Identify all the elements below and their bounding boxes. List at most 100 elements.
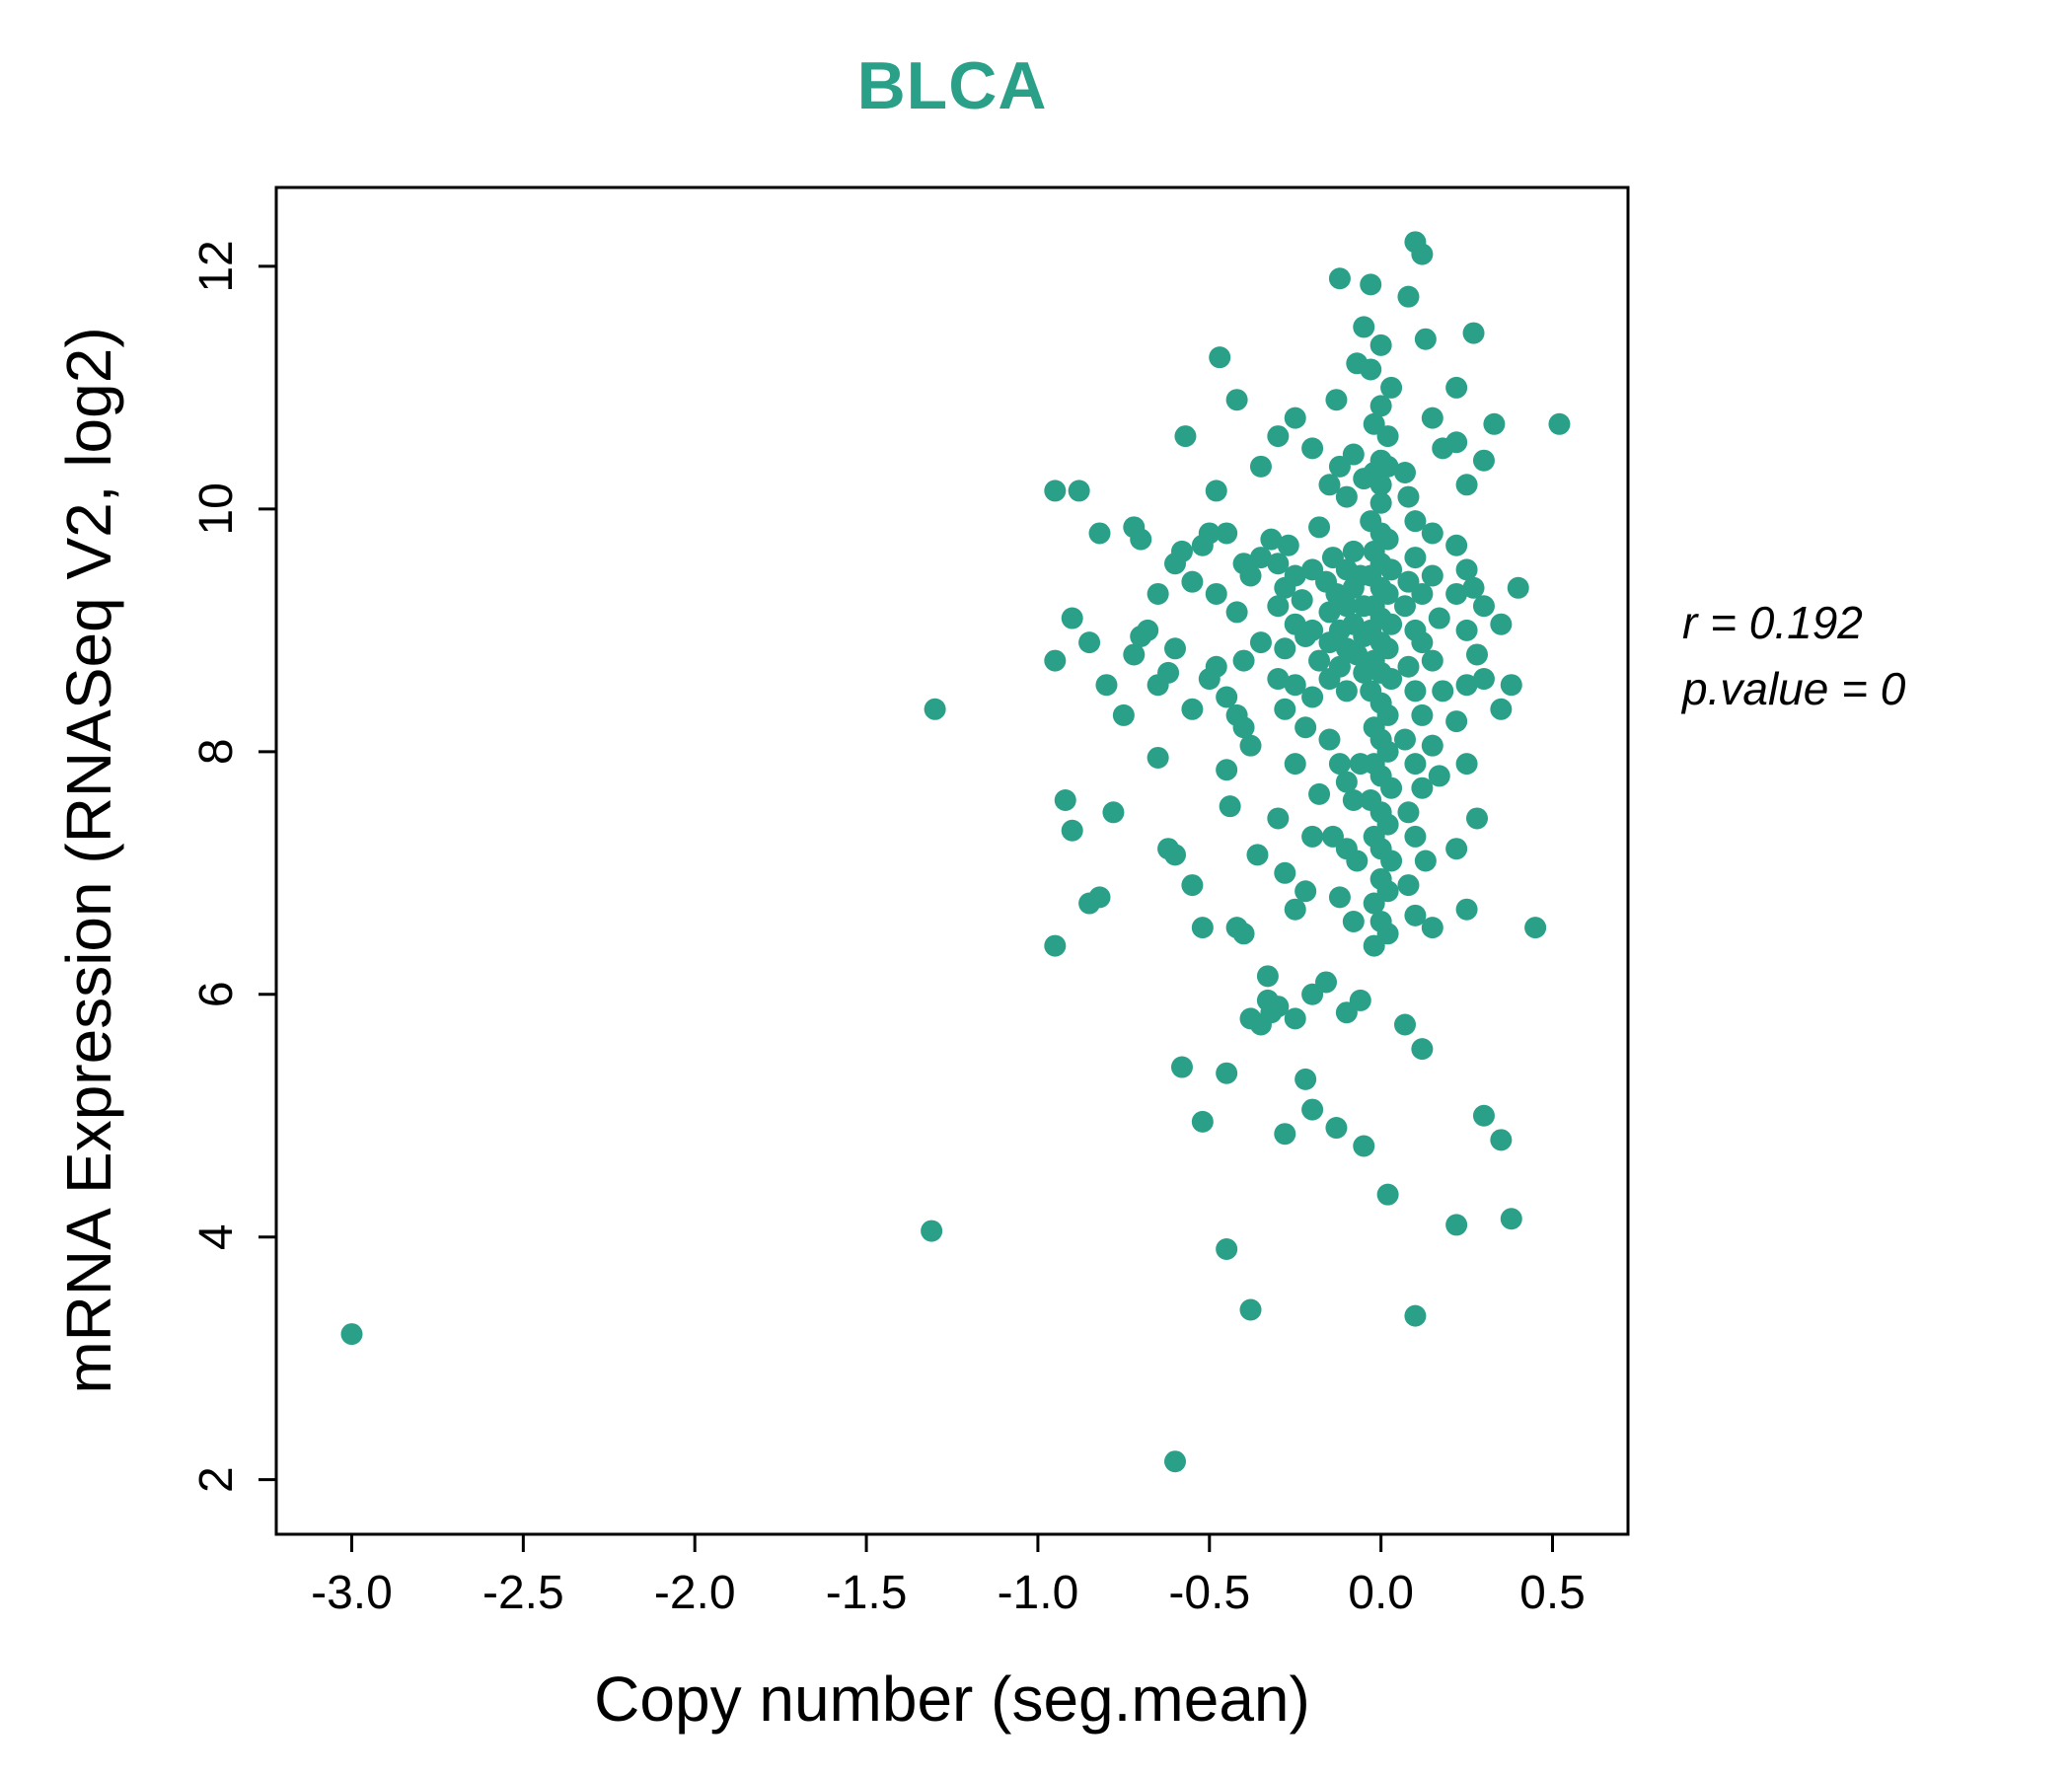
data-point [1328,753,1351,776]
data-point [1466,643,1489,666]
data-point [1490,698,1513,720]
data-point [1393,728,1416,751]
data-point [1360,358,1382,381]
data-point [1455,558,1478,581]
x-tick-label: -0.5 [1168,1567,1250,1619]
data-point [1397,655,1420,678]
data-point [1164,637,1187,660]
data-point [1380,376,1403,399]
data-point [1325,389,1348,411]
data-point [1239,564,1262,587]
data-point [1216,522,1238,545]
y-tick-label: 6 [190,981,243,1007]
data-point [1318,474,1341,496]
data-point [1137,619,1159,641]
data-point [1170,1056,1193,1078]
data-point [1216,1238,1238,1261]
data-point [1428,765,1450,787]
data-point [1078,631,1101,654]
data-point [1404,680,1427,703]
data-point [1445,1214,1468,1236]
data-point [1239,1298,1262,1321]
scatter-points [340,231,1571,1473]
data-point [1363,892,1385,915]
x-tick-label: -1.0 [998,1567,1079,1619]
data-point [1256,965,1279,988]
data-point [1404,510,1427,533]
data-point [1181,698,1204,720]
data-point [1411,777,1434,799]
data-point [1295,880,1317,903]
data-point [1445,534,1468,556]
data-point [1490,613,1513,635]
data-point [1335,595,1358,618]
data-point [1216,759,1238,781]
data-point [1376,1183,1399,1206]
data-point [1044,480,1067,502]
data-point [1380,850,1403,872]
data-point [1466,807,1489,830]
data-point [1301,825,1324,848]
data-point [1205,655,1227,678]
data-point [1411,631,1434,654]
data-point [1295,716,1317,739]
data-point [1353,316,1375,338]
data-point [1284,564,1306,587]
data-point [1284,674,1306,697]
data-point [1181,570,1204,593]
data-point [1301,1098,1324,1121]
data-point [1411,703,1434,726]
data-point [1061,819,1083,842]
data-point [1369,491,1392,514]
data-point [921,1220,943,1242]
data-point [1095,674,1118,697]
y-tick-label: 10 [190,482,243,535]
data-point [1232,716,1255,739]
data-point [1147,582,1169,605]
chart-title: BLCA [856,48,1048,123]
data-point [1044,934,1067,957]
data-point [1548,412,1571,435]
y-tick-label: 4 [190,1223,243,1250]
data-point [1112,703,1135,726]
x-tick-label: -2.0 [654,1567,736,1619]
data-point [1421,564,1443,587]
data-point [1380,558,1403,581]
data-point [1068,480,1090,502]
x-axis-label: Copy number (seg.mean) [594,1664,1310,1735]
data-point [1445,838,1468,860]
data-point [1432,680,1454,703]
data-point [1284,753,1306,776]
data-point [1102,801,1125,824]
data-point [1369,333,1392,356]
data-point [1249,547,1272,569]
data-point [1315,971,1338,994]
correlation-annotation: r = 0.192 p.value = 0 [1682,590,1905,721]
data-point [1274,698,1296,720]
data-point [1445,431,1468,454]
data-point [1342,789,1365,812]
data-point [1249,455,1272,478]
data-point [1328,267,1351,290]
data-point [1232,649,1255,672]
data-point [1274,861,1296,884]
data-point [1267,553,1290,575]
data-point [1318,601,1341,624]
data-point [1376,455,1399,478]
y-axis-label: mRNA Expression (RNASeq V2, log2) [53,327,124,1394]
data-point [1404,904,1427,926]
data-point [1472,668,1495,691]
data-point [1239,734,1262,757]
data-point [1414,328,1437,350]
data-point [1225,601,1248,624]
data-point [1157,661,1180,684]
data-point [1472,449,1495,472]
data-point [1404,547,1427,569]
x-tick-label: -2.5 [482,1567,564,1619]
data-point [1500,674,1522,697]
data-point [1414,850,1437,872]
data-point [1301,619,1324,641]
data-point [1328,655,1351,678]
data-point [1500,1208,1522,1230]
